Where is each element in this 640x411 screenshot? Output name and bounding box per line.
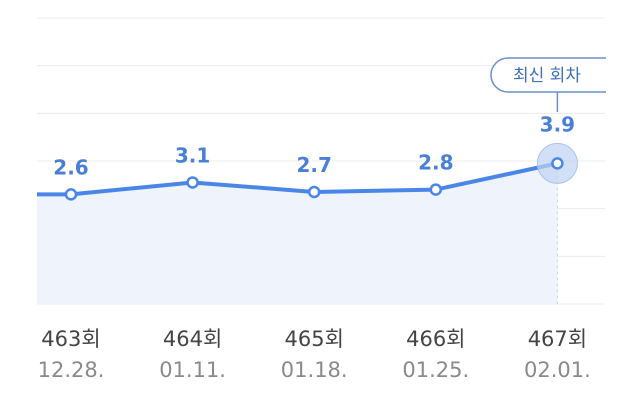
point bbox=[429, 183, 443, 196]
value-label: 2.8 bbox=[418, 151, 453, 175]
value-label: 2.7 bbox=[296, 153, 331, 177]
x-date-label: 01.25. bbox=[402, 358, 469, 382]
plot: 2.6 463회 12.28. 3.1 464회 01.11. 2.7 465회 01.18. 2… bbox=[37, 17, 606, 382]
point bbox=[64, 188, 78, 201]
badge bbox=[490, 57, 606, 93]
area bbox=[37, 163, 558, 304]
value-label: 3.1 bbox=[175, 143, 210, 167]
x-date-label: 02.01. bbox=[524, 358, 591, 382]
x-tick-label: 467회 bbox=[528, 327, 587, 351]
x-date-label: 12.28. bbox=[38, 358, 105, 382]
x-tick-label: 463회 bbox=[41, 327, 100, 351]
x-tick-label: 466회 bbox=[406, 327, 465, 351]
x-date-label: 01.18. bbox=[281, 358, 348, 382]
value-label: 3.9 bbox=[540, 112, 575, 136]
x-tick-label: 465회 bbox=[284, 327, 343, 351]
point bbox=[186, 176, 199, 189]
x-tick-label: 464회 bbox=[163, 327, 222, 351]
point bbox=[551, 157, 564, 170]
badge-text: 최신 회차 bbox=[513, 66, 581, 86]
x-date-label: 01.11. bbox=[159, 358, 226, 382]
point bbox=[307, 185, 321, 199]
value-label: 2.6 bbox=[53, 155, 88, 179]
